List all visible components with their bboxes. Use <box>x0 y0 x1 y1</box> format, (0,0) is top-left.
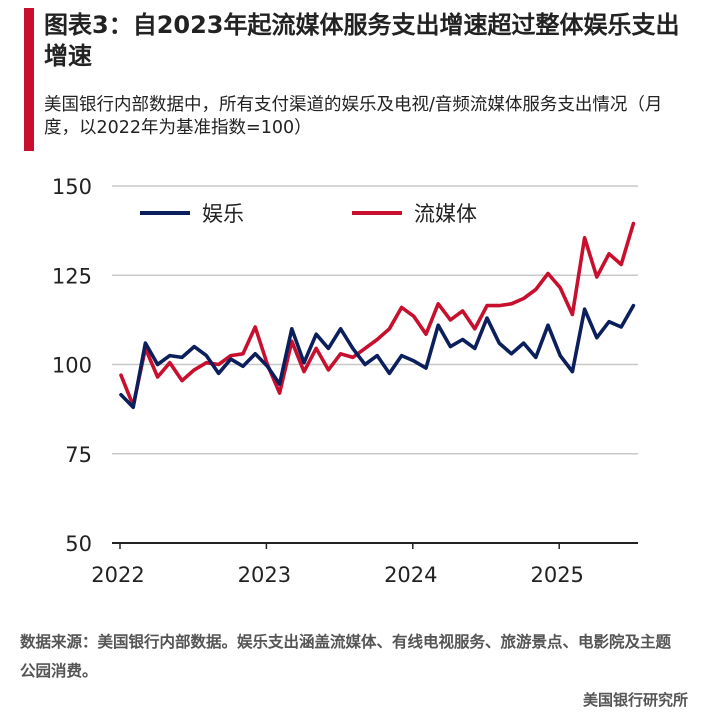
y-tick-label: 125 <box>52 264 92 288</box>
series-line <box>119 303 636 410</box>
y-tick-label: 50 <box>65 532 92 556</box>
y-tick-label: 150 <box>52 175 92 199</box>
y-tick-label: 100 <box>52 354 92 378</box>
line-chart: 50 75 100 125 150 2022 2023 2024 2025 娱乐 流媒体 <box>52 175 638 587</box>
x-tick-label: 2024 <box>384 563 437 587</box>
legend-label: 流媒体 <box>414 202 477 226</box>
accent-bar <box>24 8 34 151</box>
series-line <box>119 221 636 408</box>
series-lines <box>119 221 636 410</box>
source-note: 数据来源：美国银行内部数据。娱乐支出涵盖流媒体、有线电视服务、旅游景点、电影院及… <box>20 633 672 680</box>
grid <box>112 185 638 455</box>
y-tick-label: 75 <box>65 443 92 467</box>
source-organization: 美国银行研究所 <box>582 691 688 709</box>
legend-label: 娱乐 <box>202 202 244 226</box>
x-tick-label: 2023 <box>238 563 291 587</box>
chart-title: 图表3：自2023年起流媒体服务支出增速超过整体娱乐支出增速 <box>44 11 680 70</box>
x-tick-label: 2022 <box>91 563 144 587</box>
x-axis: 2022 2023 2024 2025 <box>91 542 638 587</box>
legend: 娱乐 流媒体 <box>140 202 477 226</box>
x-tick-label: 2025 <box>530 563 583 587</box>
chart-subtitle: 美国银行内部数据中，所有支付渠道的娱乐及电视/音频流媒体服务支出情况（月度，以2… <box>44 95 663 138</box>
y-axis-ticks: 50 75 100 125 150 <box>52 175 92 556</box>
